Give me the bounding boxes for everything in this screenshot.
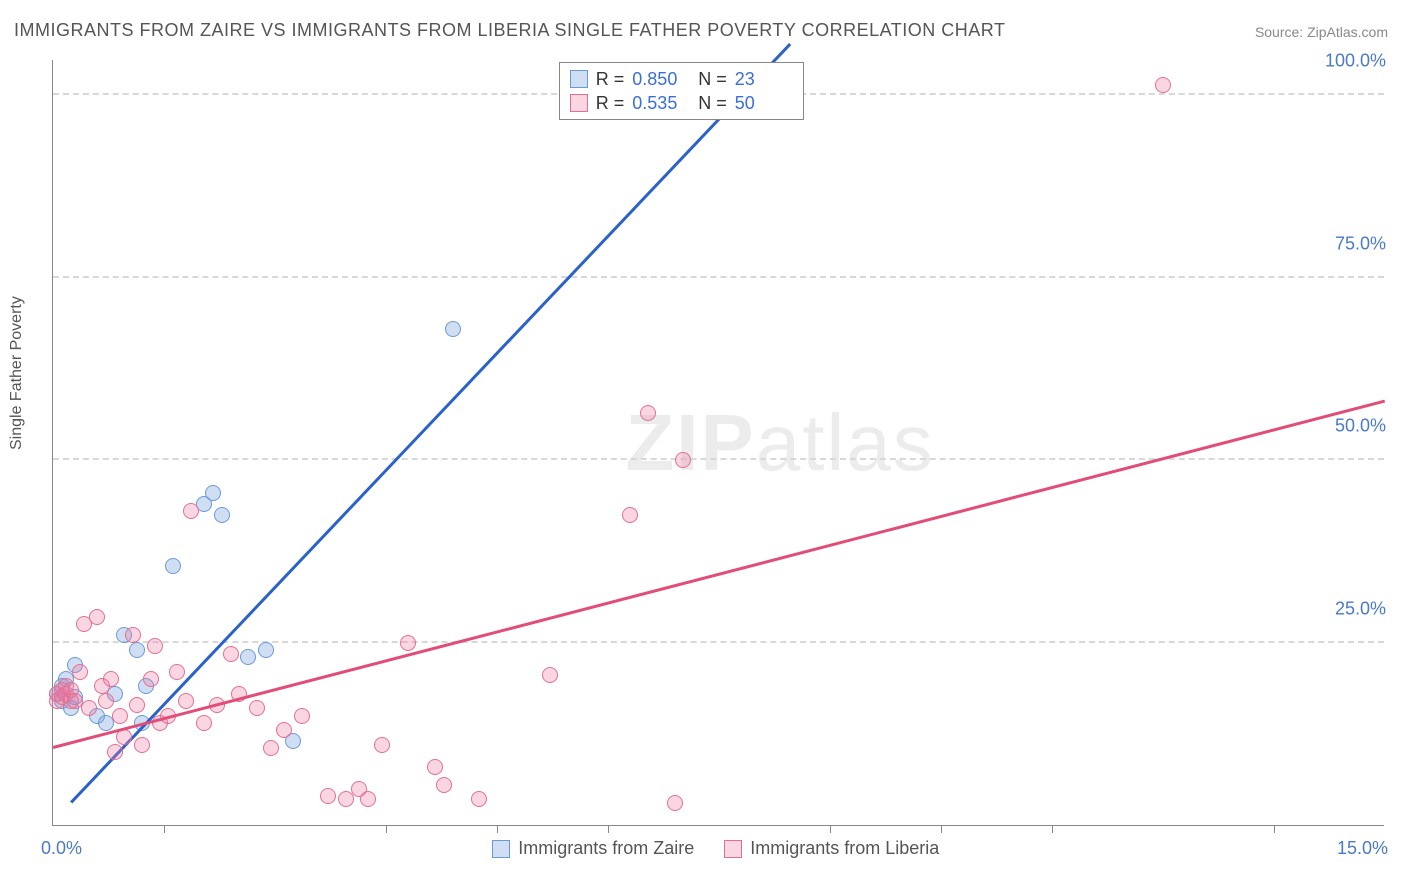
data-point xyxy=(107,744,123,760)
data-point xyxy=(116,729,132,745)
x-min-label: 0.0% xyxy=(41,838,82,859)
data-point xyxy=(196,715,212,731)
data-point xyxy=(81,700,97,716)
data-point xyxy=(89,609,105,625)
data-point xyxy=(294,708,310,724)
data-point xyxy=(1155,77,1171,93)
x-tick xyxy=(1052,825,1053,833)
data-point xyxy=(471,791,487,807)
x-tick xyxy=(941,825,942,833)
data-point xyxy=(249,700,265,716)
y-tick-label: 75.0% xyxy=(1335,207,1386,254)
data-point xyxy=(214,507,230,523)
data-point xyxy=(445,321,461,337)
data-point xyxy=(542,667,558,683)
data-point xyxy=(320,788,336,804)
data-point xyxy=(223,646,239,662)
data-point xyxy=(112,708,128,724)
data-point xyxy=(263,740,279,756)
x-max-label: 15.0% xyxy=(1337,838,1388,859)
data-point xyxy=(169,664,185,680)
data-point xyxy=(178,693,194,709)
y-tick-label: 100.0% xyxy=(1325,25,1386,72)
x-tick xyxy=(497,825,498,833)
watermark: ZIPatlas xyxy=(625,397,934,489)
x-tick xyxy=(386,825,387,833)
data-point xyxy=(360,791,376,807)
data-point xyxy=(129,697,145,713)
n-value: 23 xyxy=(735,69,793,90)
x-tick xyxy=(608,825,609,833)
data-point xyxy=(134,737,150,753)
y-tick-label: 50.0% xyxy=(1335,390,1386,437)
data-point xyxy=(183,503,199,519)
data-point xyxy=(143,671,159,687)
y-tick-label: 25.0% xyxy=(1335,572,1386,619)
gridline xyxy=(53,641,1384,643)
legend-swatch xyxy=(570,70,588,88)
data-point xyxy=(427,759,443,775)
legend-label: Immigrants from Zaire xyxy=(518,838,694,859)
data-point xyxy=(98,693,114,709)
regression-line xyxy=(53,399,1386,748)
data-point xyxy=(125,627,141,643)
data-point xyxy=(240,649,256,665)
data-point xyxy=(622,507,638,523)
r-value: 0.535 xyxy=(632,93,690,114)
data-point xyxy=(374,737,390,753)
data-point xyxy=(205,485,221,501)
data-point xyxy=(103,671,119,687)
data-point xyxy=(258,642,274,658)
legend-swatch xyxy=(492,840,510,858)
data-point xyxy=(276,722,292,738)
data-point xyxy=(72,664,88,680)
correlation-legend: R =0.850N =23R =0.535N =50 xyxy=(559,62,804,120)
data-point xyxy=(147,638,163,654)
data-point xyxy=(667,795,683,811)
chart-plot-area: ZIPatlas 25.0%50.0%75.0%100.0%0.0%15.0%R… xyxy=(52,60,1384,826)
x-tick xyxy=(164,825,165,833)
regression-line xyxy=(70,42,791,802)
chart-title: IMMIGRANTS FROM ZAIRE VS IMMIGRANTS FROM… xyxy=(14,20,1005,41)
y-axis-label: Single Father Poverty xyxy=(8,296,26,450)
n-value: 50 xyxy=(735,93,793,114)
data-point xyxy=(165,558,181,574)
data-point xyxy=(338,791,354,807)
legend-swatch xyxy=(570,94,588,112)
data-point xyxy=(400,635,416,651)
x-tick xyxy=(1274,825,1275,833)
gridline xyxy=(53,276,1384,278)
r-value: 0.850 xyxy=(632,69,690,90)
legend-label: Immigrants from Liberia xyxy=(750,838,939,859)
data-point xyxy=(436,777,452,793)
data-point xyxy=(675,452,691,468)
legend-swatch xyxy=(724,840,742,858)
data-point xyxy=(129,642,145,658)
x-tick xyxy=(830,825,831,833)
gridline xyxy=(53,458,1384,460)
series-legend: Immigrants from Zaire Immigrants from Lib… xyxy=(492,838,939,859)
data-point xyxy=(640,405,656,421)
